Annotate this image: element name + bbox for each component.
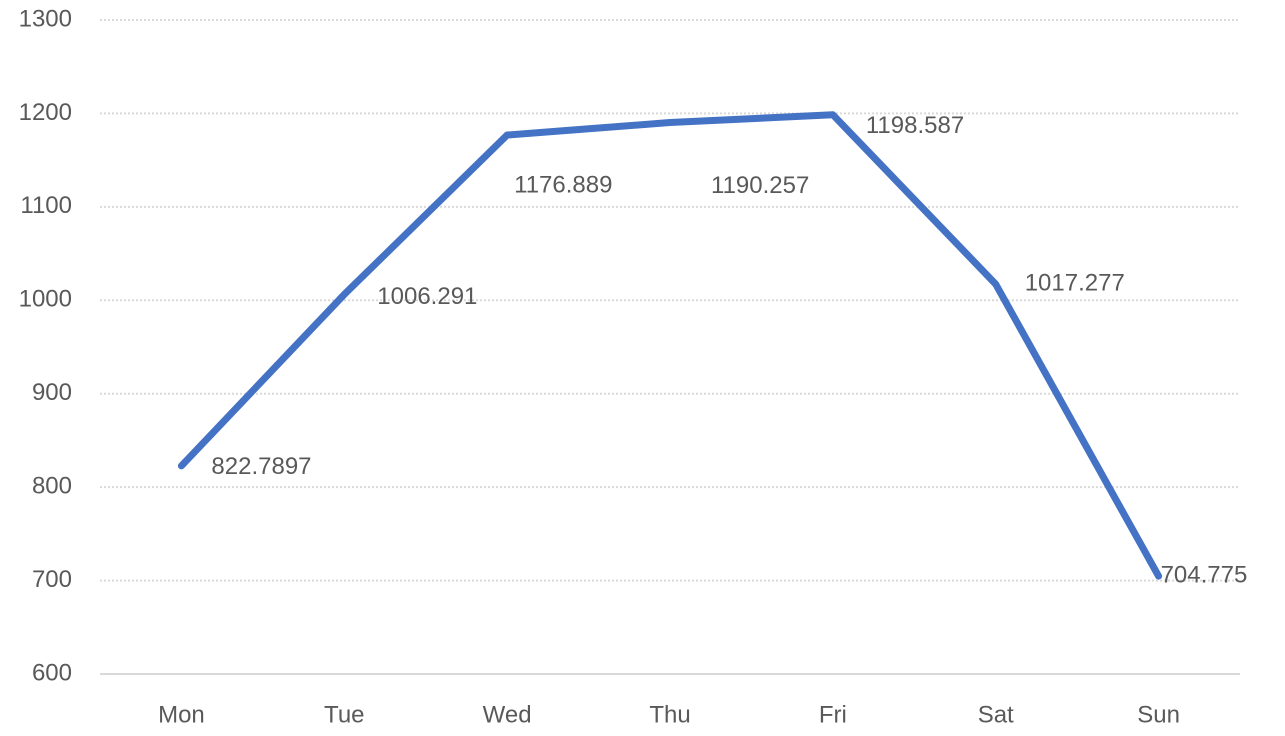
- line-series: [177, 111, 1163, 580]
- data-label: 1198.587: [866, 112, 964, 139]
- y-tick-label: 900: [32, 379, 72, 406]
- data-label: 822.7897: [211, 453, 311, 480]
- x-tick-label: Fri: [819, 701, 847, 728]
- data-label: 1017.277: [1025, 269, 1125, 296]
- data-label: 1176.889: [514, 171, 612, 198]
- y-tick-label: 700: [32, 566, 72, 593]
- y-tick-label: 1300: [19, 5, 72, 32]
- data-label: 704.775: [1161, 561, 1248, 588]
- y-tick-label: 1200: [19, 99, 72, 126]
- data-label: 1190.257: [711, 172, 809, 199]
- x-tick-label: Wed: [483, 701, 532, 728]
- data-label: 1006.291: [377, 283, 477, 310]
- y-tick-label: 1100: [20, 192, 72, 219]
- y-tick-label: 1000: [19, 286, 72, 313]
- x-tick-label: Tue: [324, 701, 364, 728]
- y-tick-label: 600: [32, 659, 72, 686]
- x-tick-label: Sun: [1137, 701, 1180, 728]
- x-tick-label: Thu: [649, 701, 690, 728]
- y-tick-label: 800: [32, 472, 72, 499]
- x-tick-label: Mon: [158, 701, 205, 728]
- x-tick-label: Sat: [978, 701, 1014, 728]
